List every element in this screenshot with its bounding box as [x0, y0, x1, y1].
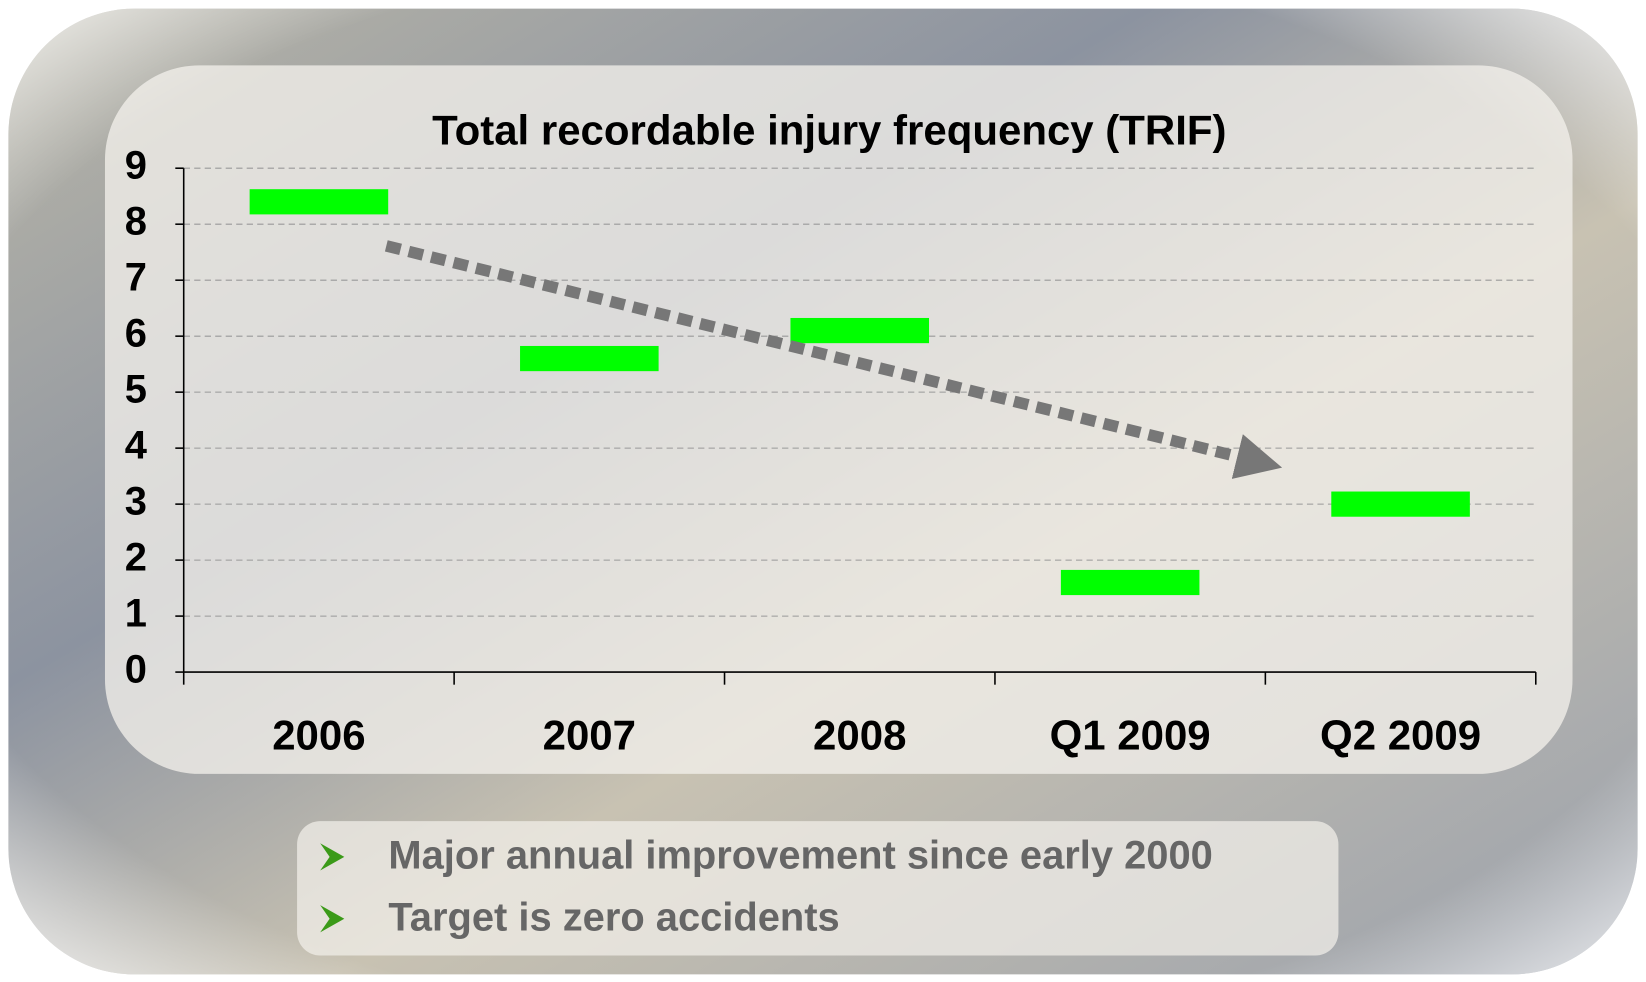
y-tick-label: 2	[125, 536, 147, 580]
y-tick-label: 5	[125, 368, 147, 412]
trend-arrow	[384, 240, 1283, 479]
x-tick-label: 2008	[813, 711, 906, 758]
bullet-icon	[320, 905, 345, 933]
chart-title: Total recordable injury frequency (TRIF)	[432, 107, 1226, 154]
marker	[249, 189, 389, 215]
chart-panel	[104, 65, 1573, 774]
y-tick-label: 4	[125, 424, 147, 468]
x-tick-label: 2007	[543, 711, 636, 758]
bullet-text: Major annual improvement since early 200…	[388, 833, 1212, 877]
y-tick-label: 1	[125, 592, 147, 636]
x-tick-label: Q1 2009	[1050, 711, 1211, 758]
bullet-panel	[297, 821, 1339, 956]
marker	[1331, 491, 1470, 517]
y-tick-label: 0	[125, 648, 147, 692]
y-tick-label: 9	[125, 144, 147, 188]
marker	[790, 317, 930, 344]
bullet-text: Target is zero accidents	[388, 895, 839, 939]
x-tick-label: Q2 2009	[1320, 711, 1481, 758]
plot: 0 1 2 3 4 5 6 7 8 9 2006 2007 2008 Q1 2009 Q2 2009	[125, 144, 1537, 758]
marker	[1060, 569, 1200, 596]
y-tick-label: 7	[125, 256, 147, 300]
y-tick-label: 8	[125, 200, 147, 244]
marker	[520, 345, 659, 372]
bullet-icon	[320, 843, 345, 871]
y-tick-label: 6	[125, 312, 147, 356]
x-tick-label: 2006	[272, 711, 365, 758]
y-tick-label: 3	[125, 480, 147, 524]
